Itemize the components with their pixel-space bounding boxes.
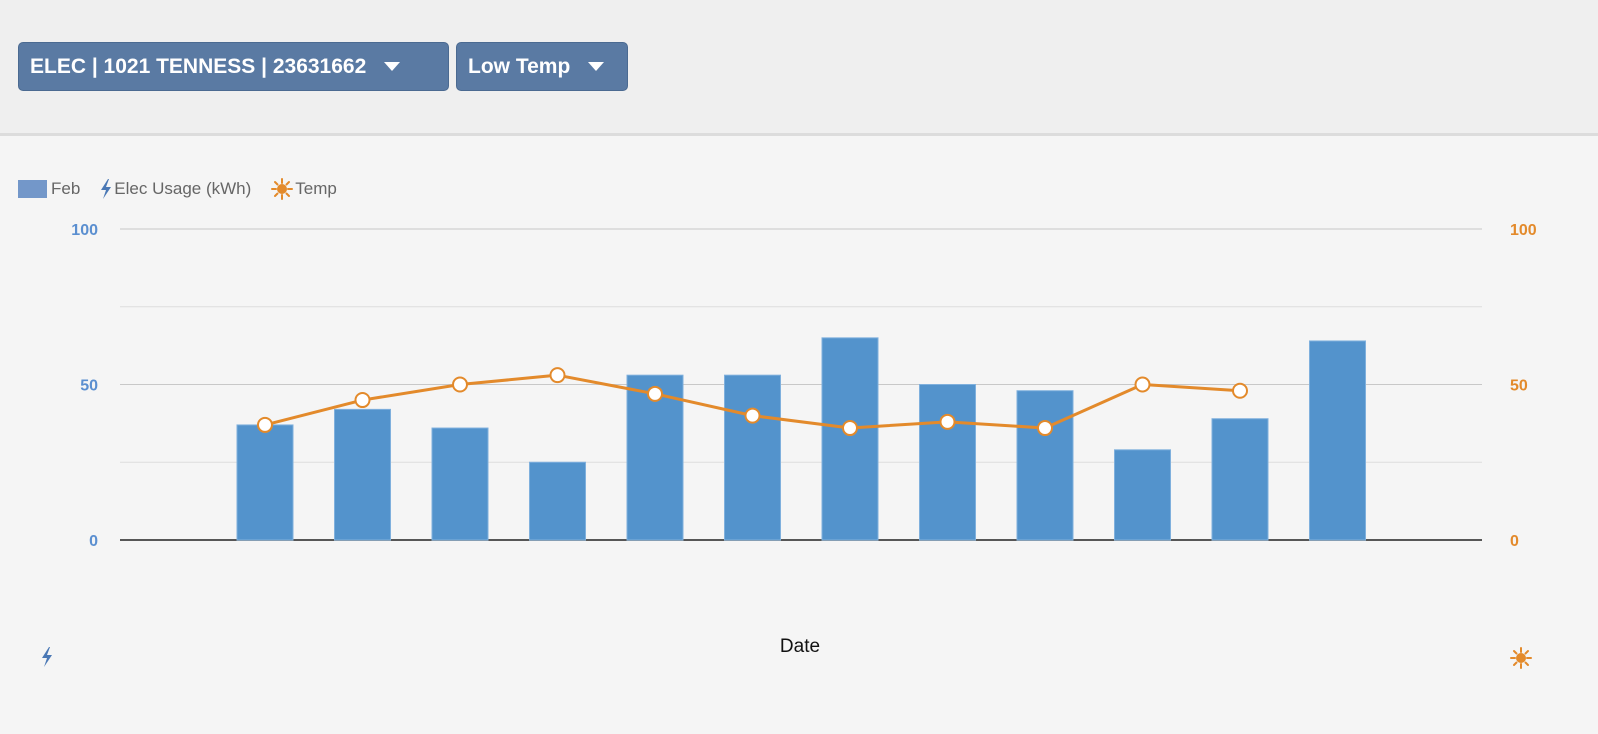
bar[interactable]: [626, 374, 684, 541]
temp-line-series: [257, 367, 1248, 437]
right-axis-tick-label: 0: [1510, 533, 1519, 550]
left-axis-tick-label: 50: [80, 378, 98, 395]
temp-type-dropdown[interactable]: Low Temp: [456, 42, 628, 91]
chart-legend: Feb Elec Usage (kWh) Temp: [18, 176, 357, 202]
legend-label-temp: Temp: [295, 179, 337, 198]
temp-point[interactable]: [257, 416, 273, 433]
temp-point[interactable]: [452, 376, 468, 393]
legend-label-usage: Elec Usage (kWh): [114, 179, 252, 198]
temp-point[interactable]: [842, 420, 858, 437]
left-axis-tick-label: 100: [71, 222, 98, 239]
bar[interactable]: [431, 427, 489, 541]
bar[interactable]: [529, 461, 586, 541]
legend-item-usage[interactable]: Elec Usage (kWh): [100, 179, 251, 199]
chart-gridlines: [120, 228, 1482, 541]
bar[interactable]: [334, 408, 391, 541]
temp-point[interactable]: [939, 413, 956, 430]
chevron-down-icon: [588, 62, 605, 71]
lightning-bolt-icon: [42, 647, 52, 667]
meter-select-dropdown[interactable]: ELEC | 1021 TENNESS | 23631662: [18, 42, 449, 91]
temp-point[interactable]: [647, 385, 663, 402]
chevron-down-icon: [384, 62, 401, 71]
sun-icon: [1510, 647, 1532, 669]
bar[interactable]: [1211, 418, 1269, 541]
legend-item-feb[interactable]: Feb: [18, 179, 80, 199]
legend-label-feb: Feb: [51, 179, 81, 198]
bar[interactable]: [236, 424, 294, 541]
legend-swatch-feb: [18, 180, 47, 198]
temp-point[interactable]: [354, 392, 371, 409]
bar[interactable]: [821, 337, 879, 541]
meter-select-label: ELEC | 1021 TENNESS | 23631662: [30, 54, 367, 78]
sun-icon: [271, 178, 294, 200]
right-axis: 0 50 100: [1510, 222, 1537, 550]
right-axis-tick-label: 100: [1510, 222, 1537, 239]
bar[interactable]: [1016, 390, 1074, 541]
lightning-bolt-icon: [100, 179, 112, 199]
bar[interactable]: [1114, 449, 1171, 541]
top-toolbar: ELEC | 1021 TENNESS | 23631662 Low Temp: [0, 0, 1598, 136]
temp-type-label: Low Temp: [468, 54, 571, 78]
right-axis-tick-label: 50: [1510, 378, 1528, 395]
left-axis-tick-label: 0: [89, 533, 98, 550]
temp-point[interactable]: [744, 407, 761, 424]
temp-point[interactable]: [549, 367, 566, 384]
bar[interactable]: [724, 374, 781, 541]
x-axis-label: Date: [780, 636, 820, 657]
temp-point[interactable]: [1232, 382, 1248, 399]
temp-point[interactable]: [1134, 376, 1151, 393]
left-axis: 0 50 100: [71, 222, 98, 550]
bar[interactable]: [1309, 340, 1366, 541]
legend-item-temp[interactable]: Temp: [271, 178, 337, 200]
bar[interactable]: [919, 384, 976, 541]
bar-series: [236, 337, 1366, 541]
temp-point[interactable]: [1037, 420, 1053, 437]
